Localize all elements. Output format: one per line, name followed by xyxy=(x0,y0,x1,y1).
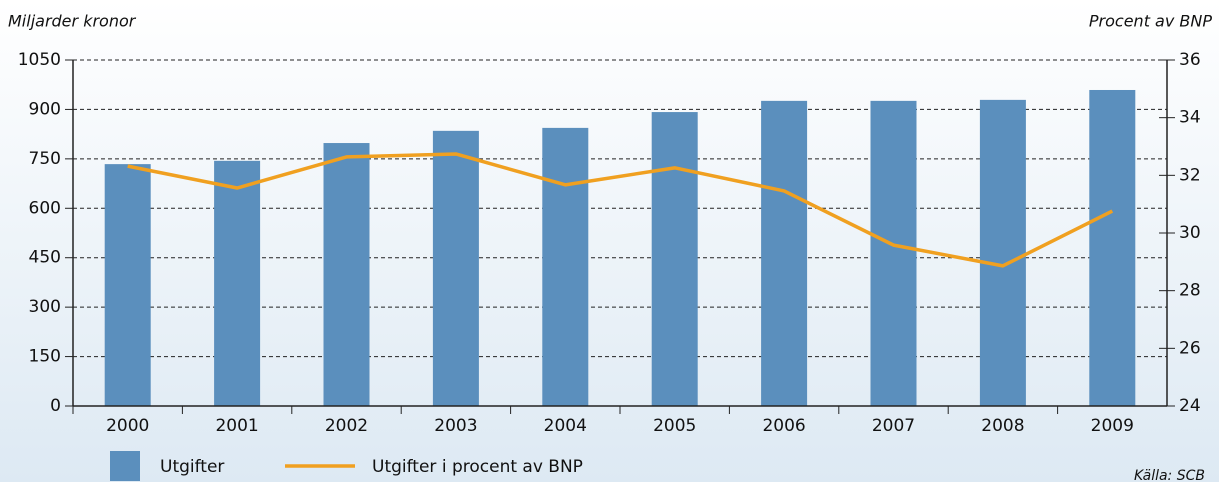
x-tick-label: 2005 xyxy=(653,416,696,436)
y-tick-label: 300 xyxy=(29,297,61,317)
x-tick-label: 2001 xyxy=(215,416,258,436)
x-tick-label: 2002 xyxy=(325,416,368,436)
y-tick-label: 1050 xyxy=(18,50,61,70)
y-tick-label: 150 xyxy=(29,347,61,367)
line xyxy=(127,152,1114,268)
y-tick-label: 900 xyxy=(29,99,61,119)
x-tick-label: 2006 xyxy=(762,416,805,436)
bar xyxy=(651,112,698,406)
y-tick-label: 0 xyxy=(50,396,61,416)
bar xyxy=(104,164,151,406)
y-tick-label: 750 xyxy=(29,149,61,169)
y-tick-label: 600 xyxy=(29,198,61,218)
x-tick-label: 2007 xyxy=(872,416,915,436)
legend-swatch xyxy=(110,451,140,481)
bar xyxy=(761,100,808,406)
y2-axis-label: Procent av BNP xyxy=(1089,12,1212,31)
x-tick-label: 2000 xyxy=(106,416,149,436)
legend-label: Utgifter i procent av BNP xyxy=(372,457,583,477)
y2-tick-label: 28 xyxy=(1179,281,1201,301)
x-tick-label: 2003 xyxy=(434,416,477,436)
bar xyxy=(323,143,370,407)
source: Källa: SCB xyxy=(1134,468,1205,482)
y2-tick-label: 36 xyxy=(1179,50,1201,70)
bar xyxy=(1089,89,1136,406)
y2-tick-label: 30 xyxy=(1179,223,1201,243)
y2-tick-label: 32 xyxy=(1179,165,1201,185)
y2-tick-label: 26 xyxy=(1179,338,1201,358)
bar xyxy=(979,99,1026,407)
legend-label: Utgifter xyxy=(160,457,224,477)
y2-tick-label: 34 xyxy=(1179,108,1201,128)
bar xyxy=(870,100,917,406)
y-axis-label: Miljarder kronor xyxy=(8,12,137,31)
y-tick-label: 450 xyxy=(29,248,61,268)
x-tick-label: 2009 xyxy=(1091,416,1134,436)
x-tick-label: 2008 xyxy=(981,416,1024,436)
bar xyxy=(542,127,589,407)
y2-tick-label: 24 xyxy=(1179,396,1201,416)
x-tick-label: 2004 xyxy=(544,416,587,436)
bar xyxy=(214,160,261,406)
bar xyxy=(432,130,479,406)
